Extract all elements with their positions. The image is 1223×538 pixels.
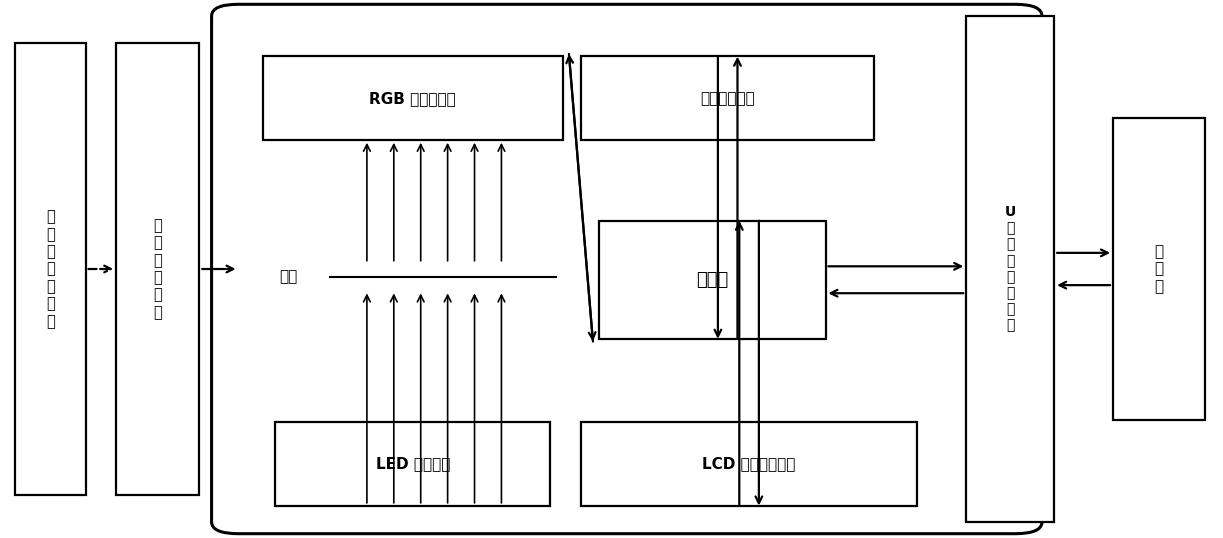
Text: 电
压
转
换
模
块: 电 压 转 换 模 块 bbox=[153, 218, 163, 320]
Text: LED 光源模块: LED 光源模块 bbox=[375, 457, 450, 471]
Bar bbox=[116, 43, 199, 495]
Bar bbox=[599, 221, 826, 339]
Text: 锂
电
池
充
电
模
块: 锂 电 池 充 电 模 块 bbox=[45, 209, 55, 329]
Bar bbox=[581, 422, 917, 506]
Bar bbox=[263, 56, 563, 140]
Text: U
盘
数
据
存
储
模
块: U 盘 数 据 存 储 模 块 bbox=[1004, 206, 1016, 332]
Text: LCD 液晶显示模块: LCD 液晶显示模块 bbox=[702, 457, 796, 471]
Text: RGB 颜色传感器: RGB 颜色传感器 bbox=[369, 91, 456, 105]
Bar bbox=[1113, 118, 1205, 420]
Bar bbox=[275, 422, 550, 506]
Bar bbox=[966, 16, 1054, 522]
FancyBboxPatch shape bbox=[212, 4, 1042, 534]
Text: 单片机: 单片机 bbox=[696, 271, 729, 289]
Bar bbox=[15, 43, 86, 495]
Text: 计
算
机: 计 算 机 bbox=[1155, 244, 1163, 294]
Text: 键盘输入模块: 键盘输入模块 bbox=[701, 91, 755, 105]
Text: 叶片: 叶片 bbox=[279, 270, 297, 285]
Bar bbox=[581, 56, 874, 140]
